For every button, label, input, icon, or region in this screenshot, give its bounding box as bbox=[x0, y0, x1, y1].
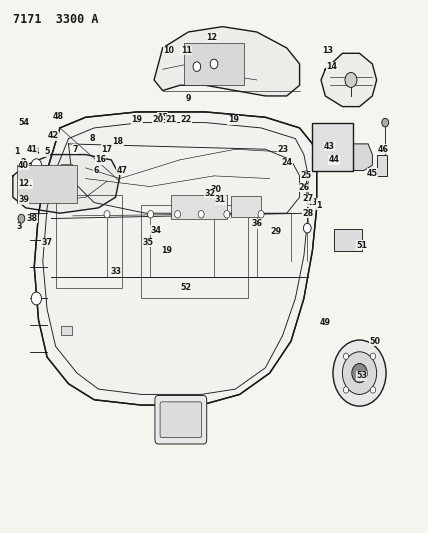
Text: 19: 19 bbox=[131, 116, 143, 124]
Text: 25: 25 bbox=[300, 172, 312, 180]
Text: 48: 48 bbox=[307, 198, 318, 207]
Text: 32: 32 bbox=[204, 189, 215, 198]
Text: 18: 18 bbox=[112, 137, 123, 146]
Circle shape bbox=[31, 292, 42, 305]
Circle shape bbox=[343, 387, 348, 393]
Text: 53: 53 bbox=[356, 372, 367, 380]
Text: 20: 20 bbox=[153, 116, 164, 124]
Circle shape bbox=[31, 159, 42, 172]
Text: 7: 7 bbox=[72, 145, 77, 154]
Circle shape bbox=[210, 59, 218, 69]
Text: 42: 42 bbox=[48, 132, 59, 140]
Text: 15: 15 bbox=[157, 113, 168, 122]
Circle shape bbox=[371, 387, 376, 393]
Text: 45: 45 bbox=[367, 169, 378, 177]
Text: 30: 30 bbox=[211, 185, 222, 193]
Text: 44: 44 bbox=[328, 156, 339, 164]
Text: 27: 27 bbox=[303, 195, 314, 203]
Circle shape bbox=[343, 353, 348, 359]
FancyBboxPatch shape bbox=[160, 402, 202, 438]
Text: 36: 36 bbox=[251, 220, 262, 228]
Circle shape bbox=[382, 118, 389, 127]
Text: 28: 28 bbox=[303, 209, 314, 217]
FancyBboxPatch shape bbox=[155, 395, 207, 444]
Circle shape bbox=[258, 211, 264, 218]
Text: 1: 1 bbox=[15, 148, 20, 156]
Text: 12: 12 bbox=[206, 33, 217, 42]
Bar bbox=[312, 123, 353, 171]
Polygon shape bbox=[154, 27, 300, 96]
Text: 23: 23 bbox=[277, 145, 288, 154]
Text: 46: 46 bbox=[377, 145, 389, 154]
Bar bbox=[61, 326, 72, 335]
Text: 35: 35 bbox=[142, 238, 153, 247]
Text: 12.: 12. bbox=[18, 180, 33, 188]
Bar bbox=[231, 196, 261, 217]
Circle shape bbox=[148, 211, 154, 218]
Polygon shape bbox=[351, 144, 372, 171]
Text: 41: 41 bbox=[27, 145, 38, 154]
Circle shape bbox=[224, 211, 230, 218]
Polygon shape bbox=[321, 53, 377, 107]
Text: 26: 26 bbox=[298, 183, 309, 192]
Text: 4: 4 bbox=[34, 148, 39, 156]
Polygon shape bbox=[13, 155, 120, 213]
Text: 17: 17 bbox=[101, 145, 113, 154]
Circle shape bbox=[175, 211, 181, 218]
Circle shape bbox=[371, 353, 376, 359]
Text: 38: 38 bbox=[27, 214, 38, 223]
Text: 29: 29 bbox=[270, 228, 282, 236]
Bar bbox=[56, 195, 122, 288]
Text: 43: 43 bbox=[324, 142, 335, 151]
Text: 19: 19 bbox=[161, 246, 172, 255]
Bar bbox=[184, 43, 244, 85]
Text: 33: 33 bbox=[110, 268, 121, 276]
Text: 54: 54 bbox=[18, 118, 29, 127]
Bar bbox=[171, 195, 227, 219]
Text: 3: 3 bbox=[17, 222, 22, 231]
Circle shape bbox=[342, 352, 377, 394]
Bar bbox=[61, 164, 72, 172]
Circle shape bbox=[352, 364, 367, 383]
Circle shape bbox=[18, 214, 25, 223]
Text: 47: 47 bbox=[116, 166, 128, 175]
Text: 9: 9 bbox=[186, 94, 191, 103]
Text: 1: 1 bbox=[316, 201, 321, 209]
Text: 49: 49 bbox=[320, 318, 331, 327]
Text: 2: 2 bbox=[21, 158, 27, 167]
Text: 7171  3300 A: 7171 3300 A bbox=[13, 13, 98, 26]
Text: 37: 37 bbox=[42, 238, 53, 247]
Text: 11: 11 bbox=[181, 46, 192, 55]
Text: 34: 34 bbox=[151, 226, 162, 235]
Circle shape bbox=[198, 211, 204, 218]
Text: 24: 24 bbox=[281, 158, 292, 167]
Circle shape bbox=[193, 62, 201, 71]
Text: 40: 40 bbox=[18, 161, 29, 169]
Circle shape bbox=[303, 223, 311, 233]
Text: 6: 6 bbox=[94, 166, 99, 175]
Circle shape bbox=[333, 340, 386, 406]
Text: 14: 14 bbox=[326, 62, 337, 71]
Text: 16: 16 bbox=[95, 156, 106, 164]
Text: 8: 8 bbox=[89, 134, 95, 143]
Text: 48: 48 bbox=[52, 112, 63, 120]
Polygon shape bbox=[34, 112, 317, 405]
Text: 39: 39 bbox=[18, 196, 29, 204]
Text: 13: 13 bbox=[322, 46, 333, 55]
Circle shape bbox=[345, 72, 357, 87]
Text: 10: 10 bbox=[163, 46, 175, 55]
Text: 52: 52 bbox=[181, 284, 192, 292]
Text: 31: 31 bbox=[215, 196, 226, 204]
Bar bbox=[141, 205, 248, 298]
Text: 51: 51 bbox=[356, 241, 367, 249]
Text: 5: 5 bbox=[45, 148, 50, 156]
Text: 21: 21 bbox=[166, 116, 177, 124]
Circle shape bbox=[104, 211, 110, 218]
Text: 19: 19 bbox=[228, 116, 239, 124]
Text: 50: 50 bbox=[369, 337, 380, 345]
Bar bbox=[17, 165, 77, 203]
Text: 22: 22 bbox=[181, 116, 192, 124]
Bar bbox=[377, 155, 387, 176]
Bar bbox=[334, 229, 362, 251]
